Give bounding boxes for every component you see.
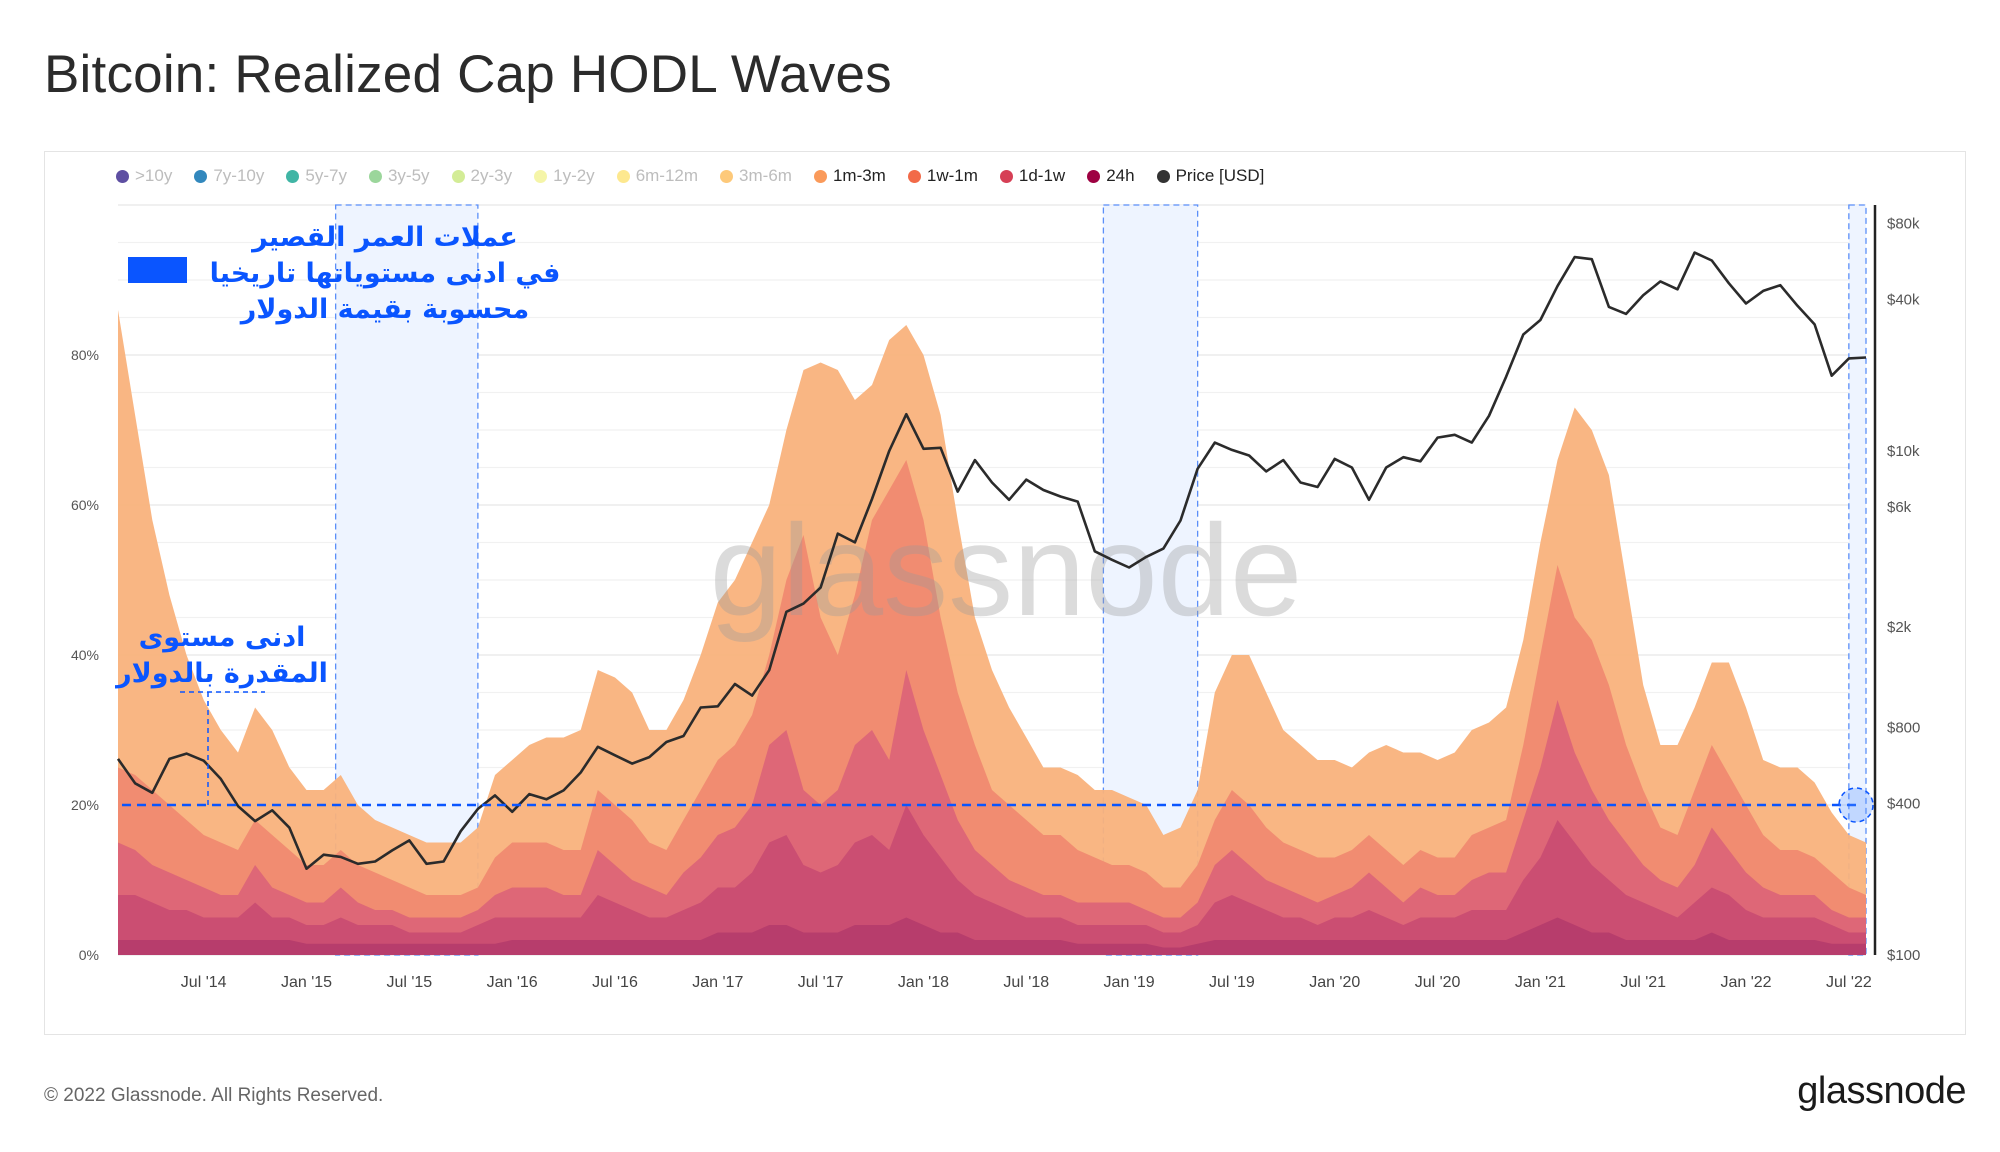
y-left-tick-label: 60% [71, 497, 99, 513]
legend-dot-icon [999, 169, 1013, 183]
x-tick-label: Jul '16 [592, 974, 638, 991]
current-value-marker [1838, 787, 1874, 823]
legend-label: 1m-3m [832, 166, 886, 185]
x-tick-label: Jul '20 [1415, 974, 1461, 991]
y-right-tick-label: $40k [1887, 291, 1920, 308]
x-tick-label: Jan '15 [281, 974, 332, 991]
legend-item[interactable]: 5y-7y [286, 166, 347, 186]
x-tick-label: Jan '22 [1720, 974, 1771, 991]
x-tick-label: Jan '18 [898, 974, 949, 991]
annotation-line: المقدرة بالدولار [116, 658, 328, 689]
legend-label: 3y-5y [387, 166, 430, 185]
legend-dot-icon [720, 169, 734, 183]
legend-item[interactable]: Price [USD] [1156, 166, 1265, 186]
legend-label: 1y-2y [553, 166, 595, 185]
glassnode-logo[interactable]: glassnode [1797, 1070, 1966, 1112]
y-right-tick-label: $10k [1887, 443, 1920, 460]
legend-dot-icon [813, 169, 827, 183]
x-tick-label: Jul '17 [798, 974, 844, 991]
legend-dot-icon [1087, 169, 1101, 183]
legend-dot-icon [451, 169, 465, 183]
legend-label: 6m-12m [635, 166, 699, 185]
legend-label: 1d-1w [1018, 166, 1066, 185]
x-tick-label: Jul '21 [1620, 974, 1666, 991]
x-tick-label: Jul '22 [1826, 974, 1872, 991]
legend-item[interactable]: 3m-6m [720, 166, 792, 186]
y-right-tick-label: $2k [1887, 619, 1912, 636]
legend-item[interactable]: 1y-2y [534, 166, 595, 186]
y-right-tick-label: $800 [1887, 719, 1920, 736]
annotation-lowest-level: ادنى مستوى المقدرة بالدولار [112, 620, 332, 692]
legend-dot-icon [534, 169, 548, 183]
watermark: glassnode [710, 497, 1303, 643]
y-left-tick-label: 20% [71, 797, 99, 813]
legend-dot-icon [286, 169, 300, 183]
copyright-footer: © 2022 Glassnode. All Rights Reserved. [44, 1085, 384, 1106]
x-tick-label: Jan '17 [692, 974, 743, 991]
area-24h [118, 917, 1866, 955]
legend-item[interactable]: >10y [116, 166, 172, 186]
y-right-tick-label: $80k [1887, 215, 1920, 232]
x-tick-label: Jan '19 [1104, 974, 1155, 991]
area-1d-1w [118, 805, 1866, 955]
y-right-tick-label: $6k [1887, 499, 1912, 516]
x-tick-label: Jan '21 [1515, 974, 1566, 991]
y-left-tick-label: 80% [71, 347, 99, 363]
legend-label: >10y [135, 166, 173, 185]
legend-label: 5y-7y [305, 166, 347, 185]
legend-item[interactable]: 3y-5y [368, 166, 430, 186]
annotation-line: في ادنى مستوياتها تاريخيا [209, 258, 561, 289]
legend-item[interactable]: 1m-3m [813, 166, 886, 186]
legend-dot-icon [907, 169, 921, 183]
legend-label: 1w-1m [926, 166, 978, 185]
legend-dot-icon [116, 169, 129, 183]
legend-dot-icon [194, 169, 208, 183]
x-tick-label: Jul '18 [1003, 974, 1049, 991]
legend-label: 3m-6m [739, 166, 792, 185]
legend-dot-icon [1156, 169, 1170, 183]
annotation-line: محسوبة بقيمة الدولار [240, 294, 530, 325]
legend-item[interactable]: 7y-10y [194, 166, 264, 186]
legend-dot-icon [368, 169, 382, 183]
x-tick-label: Jul '15 [386, 974, 432, 991]
annotation-color-swatch [128, 257, 187, 283]
x-tick-label: Jul '14 [181, 974, 227, 991]
legend-dot-icon [616, 169, 630, 183]
y-left-tick-label: 40% [71, 647, 99, 663]
x-tick-label: Jul '19 [1209, 974, 1255, 991]
annotation-line: عملات العمر القصير [252, 222, 518, 253]
annotation-line: ادنى مستوى [138, 622, 306, 653]
legend-label: 24h [1106, 166, 1135, 185]
legend-item[interactable]: 1w-1m [907, 166, 978, 186]
legend-label: 7y-10y [213, 166, 265, 185]
annotation-short-term-coins: عملات العمر القصير في ادنى مستوياتها تار… [205, 220, 565, 328]
price-line [116, 251, 1867, 870]
y-right-tick-label: $100 [1887, 947, 1920, 964]
y-right-tick-label: $400 [1887, 795, 1920, 812]
legend-label: 2y-3y [470, 166, 513, 185]
chart-container [44, 151, 1966, 1035]
page-title: Bitcoin: Realized Cap HODL Waves [44, 45, 892, 104]
legend-item[interactable]: 24h [1087, 166, 1135, 186]
x-tick-label: Jan '16 [487, 974, 538, 991]
y-left-tick-label: 0% [79, 947, 99, 963]
legend-label: Price [USD] [1175, 166, 1265, 185]
legend-item[interactable]: 2y-3y [451, 166, 513, 186]
chart-legend: >10y 7y-10y 5y-7y 3y-5y 2y-3y 1y-2y 6m-12m 3m-6… [116, 166, 1264, 186]
x-tick-label: Jan '20 [1309, 974, 1360, 991]
legend-item[interactable]: 6m-12m [616, 166, 699, 186]
legend-item[interactable]: 1d-1w [999, 166, 1066, 186]
